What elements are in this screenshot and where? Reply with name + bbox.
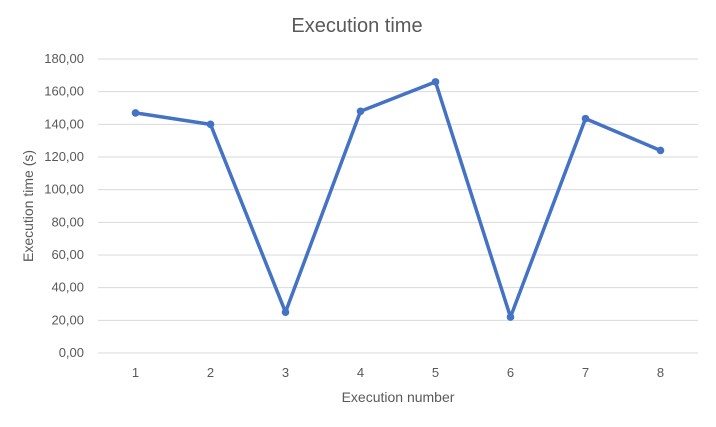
x-tick-label: 7: [582, 365, 589, 380]
data-point: [206, 120, 215, 129]
x-tick-label: 4: [357, 365, 364, 380]
data-point: [356, 107, 365, 116]
x-tick-label: 1: [132, 365, 139, 380]
y-tick-label: 180,00: [44, 51, 84, 66]
y-tick-label: 60,00: [51, 247, 84, 262]
x-tick-label: 3: [282, 365, 289, 380]
y-axis-ticks: 0,00 20,00 40,00 60,00 80,00 100,00 120,00 140,…: [44, 51, 84, 360]
x-tick-label: 2: [207, 365, 214, 380]
y-tick-label: 100,00: [44, 182, 84, 197]
y-tick-label: 80,00: [51, 214, 84, 229]
y-tick-label: 0,00: [59, 345, 84, 360]
chart-title: Execution time: [291, 15, 422, 37]
y-tick-label: 20,00: [51, 312, 84, 327]
data-point: [131, 109, 140, 117]
data-point: [581, 114, 590, 123]
y-tick-label: 40,00: [51, 280, 84, 295]
x-tick-label: 6: [507, 365, 514, 380]
y-tick-label: 140,00: [44, 116, 84, 131]
x-tick-label: 5: [432, 365, 439, 380]
x-axis-ticks: 1 2 3 4 5 6 7 8: [132, 365, 664, 380]
y-tick-label: 120,00: [44, 149, 84, 164]
data-point: [656, 146, 665, 155]
x-tick-label: 8: [657, 365, 664, 380]
data-point: [431, 78, 440, 86]
series-group: [131, 78, 665, 321]
series-line: [133, 80, 663, 319]
data-point: [506, 313, 515, 321]
y-axis-label: Execution time (s): [20, 150, 36, 262]
y-tick-label: 160,00: [44, 84, 84, 99]
data-point: [281, 308, 290, 316]
x-axis-label: Execution number: [342, 389, 455, 405]
gridlines: [98, 58, 698, 354]
